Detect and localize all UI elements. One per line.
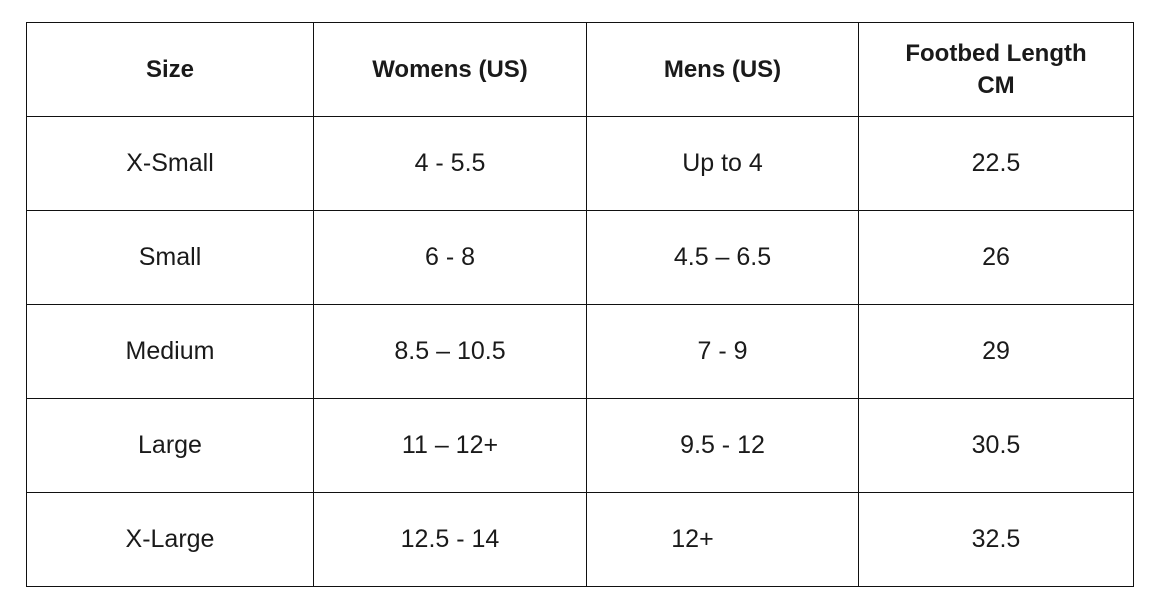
header-footbed-length: Footbed Length CM — [858, 22, 1134, 117]
header-mens: Mens (US) — [586, 22, 859, 117]
cell-size: X-Small — [26, 116, 314, 211]
cell-mens: 7 - 9 — [586, 304, 859, 399]
cell-size: Medium — [26, 304, 314, 399]
table-row: X-Large 12.5 - 14 12+ 32.5 — [26, 492, 1134, 587]
cell-womens: 11 – 12+ — [313, 398, 587, 493]
cell-mens: 9.5 - 12 — [586, 398, 859, 493]
cell-womens: 12.5 - 14 — [313, 492, 587, 587]
cell-womens: 4 - 5.5 — [313, 116, 587, 211]
cell-mens: Up to 4 — [586, 116, 859, 211]
cell-footbed-length: 29 — [858, 304, 1134, 399]
header-row: Size Womens (US) Mens (US) Footbed Lengt… — [26, 22, 1134, 117]
cell-mens: 12+ — [586, 492, 859, 587]
size-chart-table: Size Womens (US) Mens (US) Footbed Lengt… — [26, 22, 1134, 587]
cell-footbed-length: 32.5 — [858, 492, 1134, 587]
table-row: X-Small 4 - 5.5 Up to 4 22.5 — [26, 116, 1134, 211]
cell-mens: 4.5 – 6.5 — [586, 210, 859, 305]
table-row: Small 6 - 8 4.5 – 6.5 26 — [26, 210, 1134, 305]
cell-footbed-length: 22.5 — [858, 116, 1134, 211]
cell-footbed-length: 30.5 — [858, 398, 1134, 493]
cell-size: X-Large — [26, 492, 314, 587]
table-row: Medium 8.5 – 10.5 7 - 9 29 — [26, 304, 1134, 399]
cell-size: Small — [26, 210, 314, 305]
cell-footbed-length: 26 — [858, 210, 1134, 305]
header-womens: Womens (US) — [313, 22, 587, 117]
cell-womens: 8.5 – 10.5 — [313, 304, 587, 399]
header-size: Size — [26, 22, 314, 117]
cell-womens: 6 - 8 — [313, 210, 587, 305]
table-row: Large 11 – 12+ 9.5 - 12 30.5 — [26, 398, 1134, 493]
cell-size: Large — [26, 398, 314, 493]
